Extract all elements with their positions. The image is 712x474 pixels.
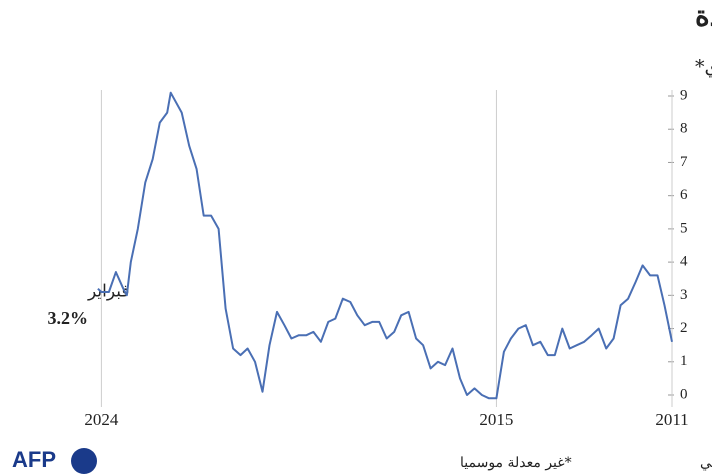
y-tick-label: 2 — [680, 320, 688, 336]
y-tick-label: 8 — [680, 121, 688, 137]
logo: AFP — [12, 447, 56, 472]
y-tick-label: 4 — [680, 254, 688, 270]
x-tick-label: 2024 — [84, 410, 119, 429]
x-tick-label: 2011 — [655, 410, 688, 429]
logo-dot — [71, 448, 97, 474]
source: المصدر: بنك الاحتياطي الفدرالي — [700, 455, 712, 471]
y-tick-label: 5 — [680, 220, 688, 236]
y-tick-label: 7 — [680, 154, 688, 170]
chart-subtitle: مؤشر أسعار المستهلك، نسبة التغير على أسا… — [695, 53, 712, 78]
chart-title: التضخم في الولايات المتحدة — [695, 0, 712, 34]
data-line — [97, 91, 673, 400]
annotation-label: 3.2% — [48, 308, 89, 328]
y-tick-label: 0 — [680, 386, 688, 402]
note: *غير معدلة موسميا — [460, 455, 572, 471]
y-tick-label: 1 — [680, 353, 688, 369]
y-tick-label: 6 — [680, 187, 688, 203]
y-tick-label: 3 — [680, 287, 688, 303]
y-tick-label: 9 — [680, 87, 688, 103]
x-tick-label: 2015 — [479, 410, 513, 429]
